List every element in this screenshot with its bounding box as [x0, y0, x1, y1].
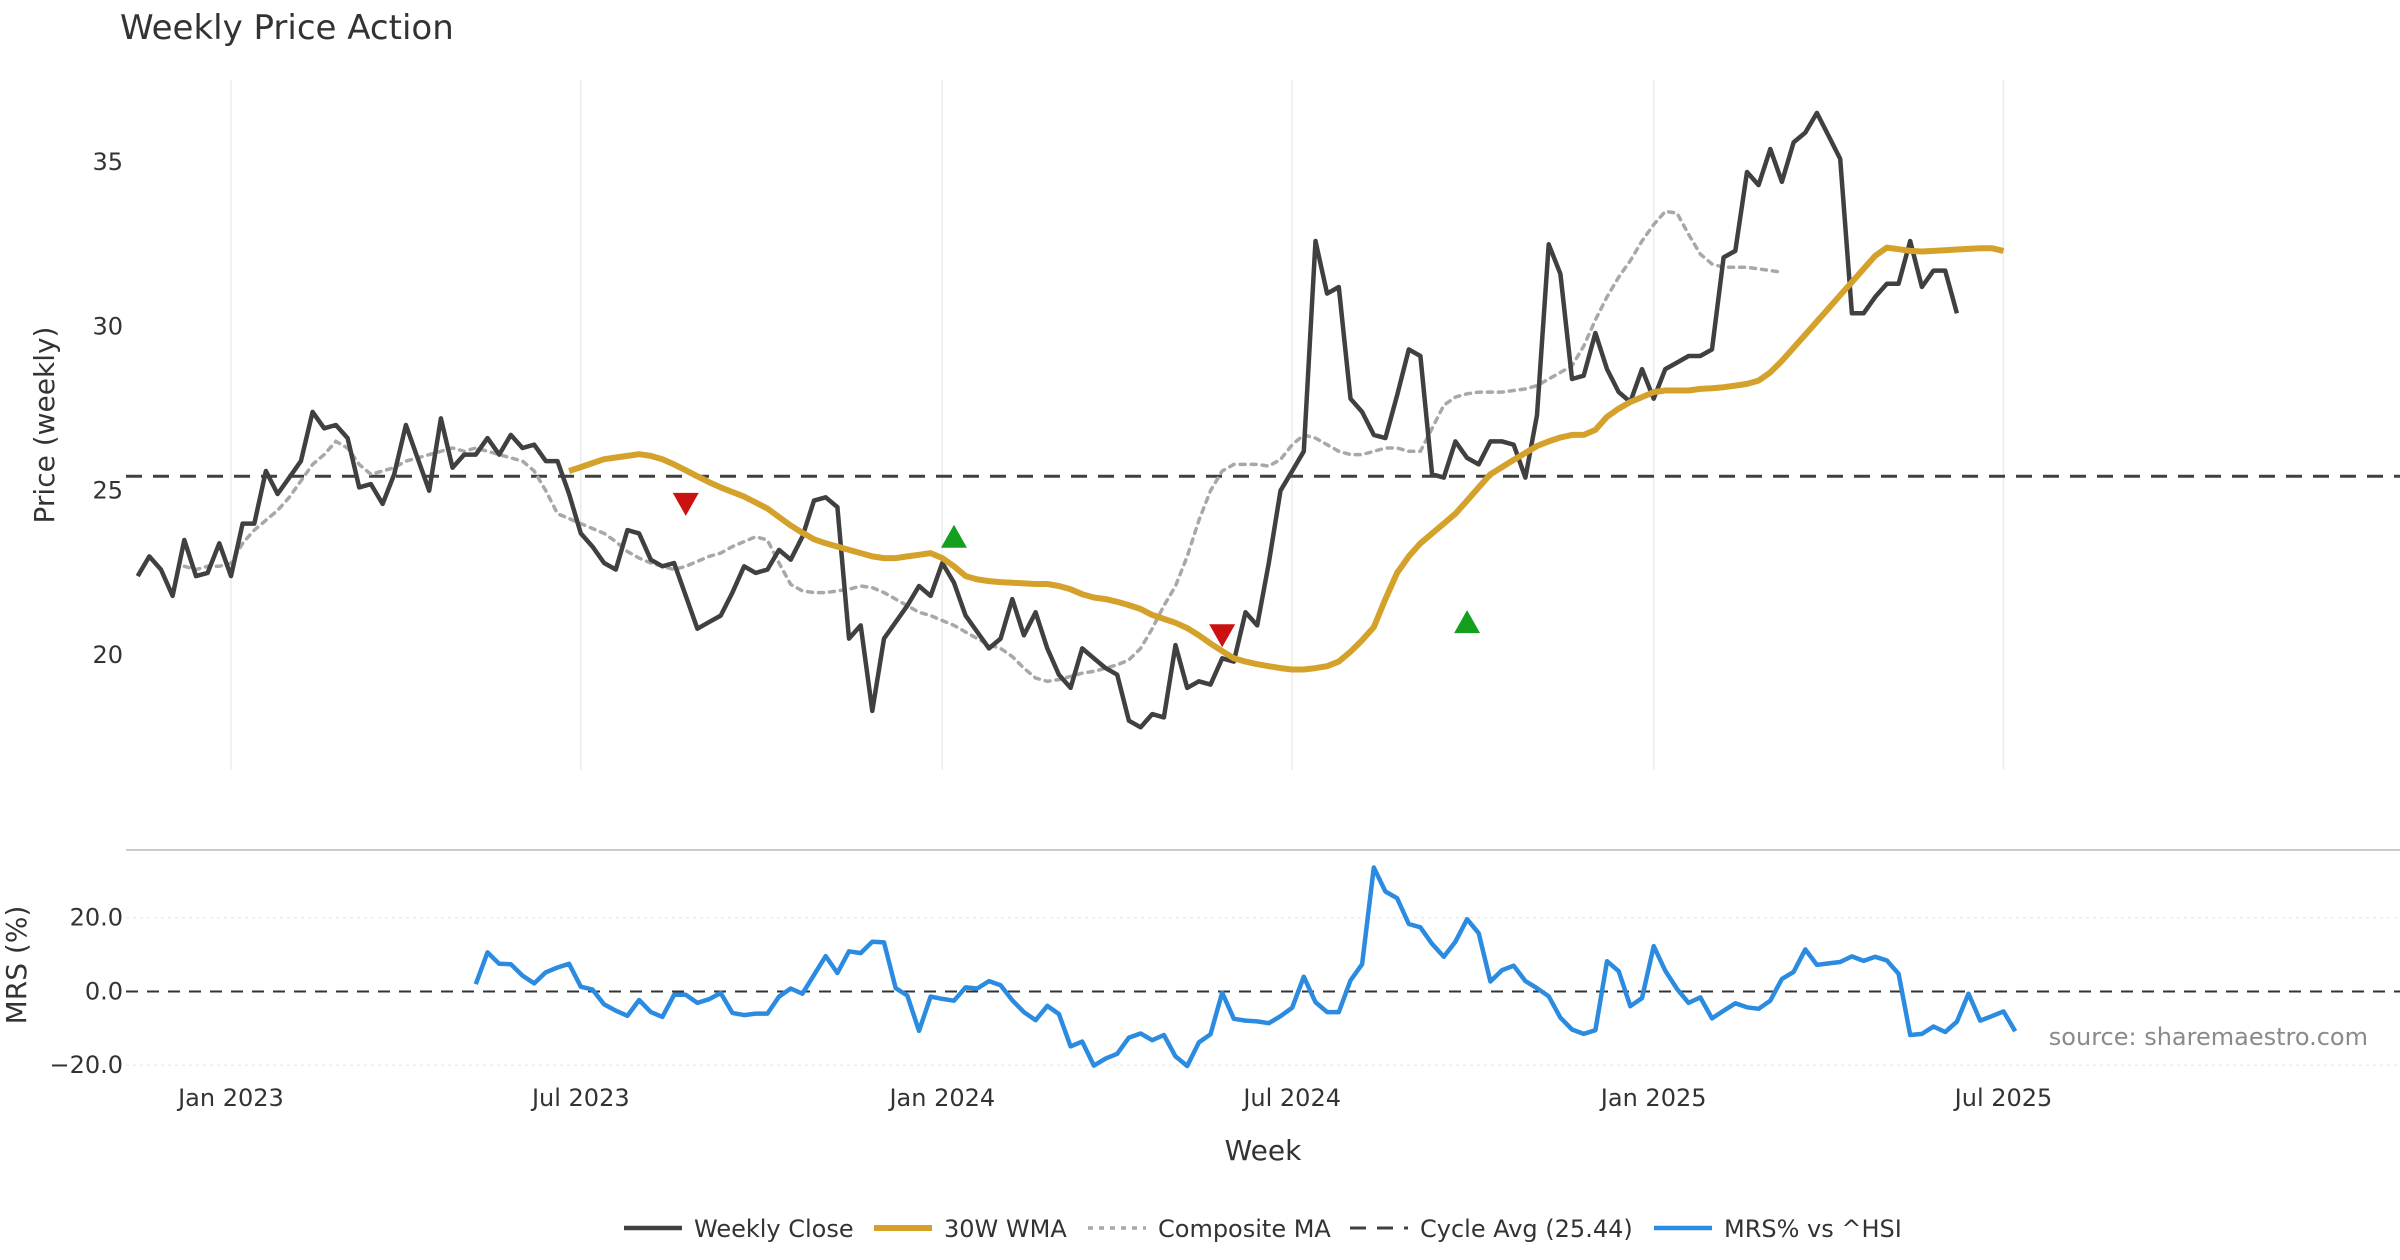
mrs-tick-label: 0.0 — [85, 977, 123, 1005]
chart-title: Weekly Price Action — [120, 8, 454, 48]
y-tick-label: 20 — [92, 641, 123, 669]
x-tick-label: Jan 2024 — [887, 1084, 995, 1112]
y-tick-label: 35 — [92, 148, 123, 176]
legend-label: Cycle Avg (25.44) — [1420, 1215, 1633, 1243]
sell-signal-marker — [1209, 624, 1236, 648]
x-tick-label: Jul 2024 — [1241, 1084, 1341, 1112]
legend-label: 30W WMA — [944, 1215, 1067, 1243]
wma-30w-line — [568, 244, 2005, 673]
mrs-line — [473, 865, 2018, 1069]
legend-label: Weekly Close — [694, 1215, 854, 1243]
grid-layer: Jan 2023 Jul 2023 Jan 2024 Jul 2024 Jan 2025… — [49, 80, 2400, 1112]
y-axis-label: Price (weekly) — [28, 327, 61, 524]
x-axis-label: Week — [1225, 1134, 1302, 1167]
x-tick-label: Jul 2025 — [1953, 1084, 2053, 1112]
mrs-axis-label: MRS (%) — [0, 906, 33, 1025]
sell-signal-marker — [672, 492, 699, 516]
x-tick-label: Jul 2023 — [530, 1084, 630, 1112]
y-tick-label: 30 — [92, 312, 123, 340]
mrs-panel — [126, 865, 2400, 1069]
y-tick-label: 25 — [92, 477, 123, 505]
mrs-tick-label: 20.0 — [70, 904, 123, 932]
buy-signal-marker — [1454, 610, 1481, 634]
legend: Weekly Close 30W WMA Composite MA Cycle Avg… — [624, 1215, 1902, 1243]
mrs-tick-label: −20.0 — [49, 1051, 123, 1079]
price-panel — [126, 110, 2400, 730]
x-tick-label: Jan 2023 — [176, 1084, 284, 1112]
x-tick-label: Jan 2025 — [1599, 1084, 1707, 1112]
legend-label: Composite MA — [1158, 1215, 1331, 1243]
legend-label: MRS% vs ^HSI — [1724, 1215, 1902, 1243]
buy-signal-marker — [940, 524, 967, 548]
weekly-close-line — [135, 110, 1960, 730]
source-credit: source: sharemaestro.com — [2049, 1023, 2368, 1051]
